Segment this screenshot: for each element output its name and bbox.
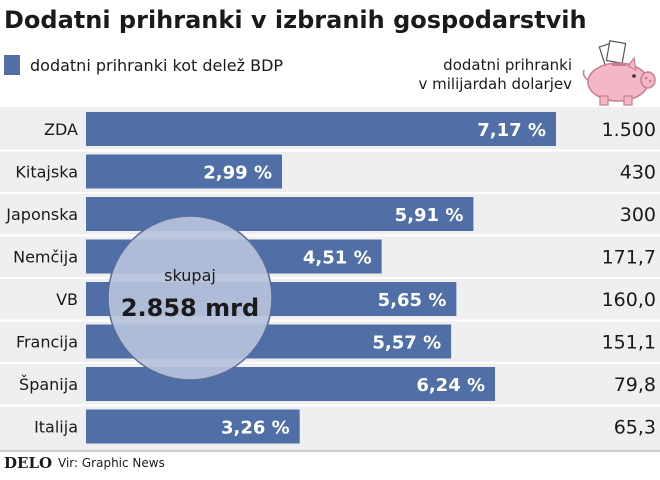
footer-divider	[0, 450, 660, 452]
labels-layer: ZDA 7,17 % 1.500 Kitajska 2,99 % 430 Japonska 5…	[5, 119, 656, 439]
total-value: 2.858 mrd	[121, 294, 259, 322]
right-column-header: dodatni prihranki v milijardah dolarjev	[418, 56, 572, 94]
legend-label: dodatni prihranki kot delež BDP	[30, 56, 284, 75]
bar-Kitajska	[86, 154, 282, 189]
bar-value-label: 5,65 %	[378, 290, 447, 311]
category-label: Španija	[19, 375, 78, 394]
total-label: skupaj	[164, 266, 216, 285]
right-value-label: 160,0	[602, 289, 656, 311]
category-label: Nemčija	[13, 248, 78, 267]
footer-logo: DELO	[4, 454, 53, 472]
category-label: ZDA	[44, 120, 78, 139]
bar-value-label: 5,57 %	[372, 333, 441, 354]
right-header-line-2: v milijardah dolarjev	[418, 75, 572, 93]
category-label: Japonska	[5, 205, 78, 224]
bar-value-label: 2,99 %	[203, 163, 272, 184]
category-label: VB	[56, 290, 78, 309]
category-label: Kitajska	[15, 163, 78, 182]
footer-source: Vir: Graphic News	[58, 456, 165, 470]
category-label: Francija	[16, 333, 78, 352]
bar-value-label: 5,91 %	[395, 205, 464, 226]
right-value-label: 171,7	[602, 247, 656, 269]
right-value-label: 65,3	[614, 417, 656, 439]
bar-value-label: 6,24 %	[416, 375, 485, 396]
bar-value-label: 3,26 %	[221, 418, 290, 439]
bar-ZDA	[86, 112, 556, 146]
right-value-label: 1.500	[602, 119, 656, 141]
bar-Italija	[86, 409, 300, 444]
right-header-line-1: dodatni prihranki	[443, 56, 572, 74]
right-value-label: 79,8	[614, 374, 656, 396]
bar-chart: skupaj 2.858 mrd ZDA 7,17 % 1.500 Kitajska 2,9…	[0, 112, 660, 444]
piggy-bank-icon	[582, 40, 656, 106]
right-value-label: 151,1	[602, 332, 656, 354]
total-bubble: skupaj 2.858 mrd	[107, 215, 273, 381]
bar-value-label: 7,17 %	[477, 120, 546, 141]
bar-Španija	[86, 367, 496, 401]
bars-layer	[0, 112, 660, 444]
right-value-label: 300	[620, 204, 656, 226]
total-bubble-circle	[107, 215, 273, 381]
right-value-label: 430	[620, 162, 656, 184]
chart-title: Dodatni prihranki v izbranih gospodarstv…	[4, 6, 587, 34]
legend-swatch	[4, 55, 20, 75]
category-label: Italija	[34, 418, 78, 437]
bar-value-label: 4,51 %	[303, 248, 372, 269]
